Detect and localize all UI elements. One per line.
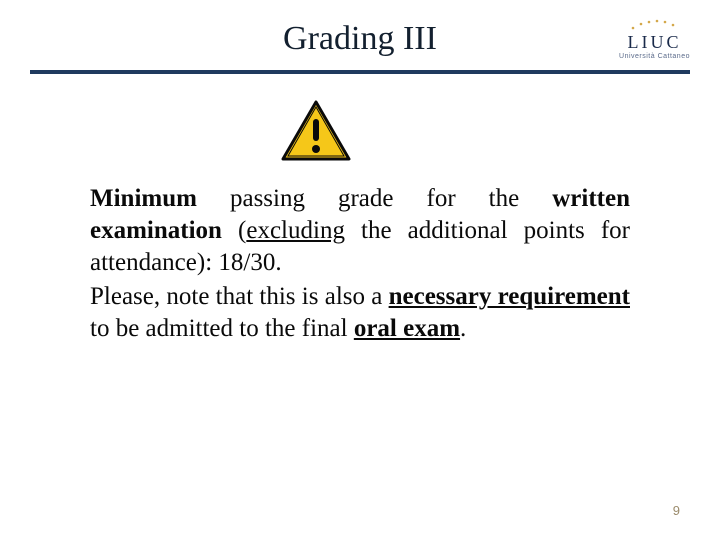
text-paren-open: ( <box>222 217 246 244</box>
text-necessary-req: necessary requirement <box>389 283 630 310</box>
text-oral-exam: oral exam <box>354 315 460 342</box>
page-number: 9 <box>673 503 680 518</box>
logo-dots-icon <box>619 18 679 32</box>
liuc-logo: LIUC Università Cattaneo <box>619 18 690 60</box>
text-p1-mid1: passing grade for the <box>197 185 552 212</box>
header-divider <box>30 70 690 74</box>
warning-icon <box>280 99 352 163</box>
slide-title: Grading III <box>60 20 660 58</box>
slide-body: Minimum passing grade for the written ex… <box>0 183 720 345</box>
text-p2-mid: to be admitted to the final <box>90 315 354 342</box>
paragraph-1: Minimum passing grade for the written ex… <box>90 183 630 279</box>
logo-text: LIUC <box>619 32 690 53</box>
paragraph-2: Please, note that this is also a necessa… <box>90 281 630 345</box>
logo-subtitle: Università Cattaneo <box>619 53 690 60</box>
text-minimum: Minimum <box>90 185 197 212</box>
text-excluding: excluding <box>246 217 345 244</box>
slide-header: Grading III LIUC Università Cattaneo <box>0 0 720 68</box>
text-p2-start: Please, note that this is also a <box>90 283 389 310</box>
text-p2-end: . <box>460 315 466 342</box>
